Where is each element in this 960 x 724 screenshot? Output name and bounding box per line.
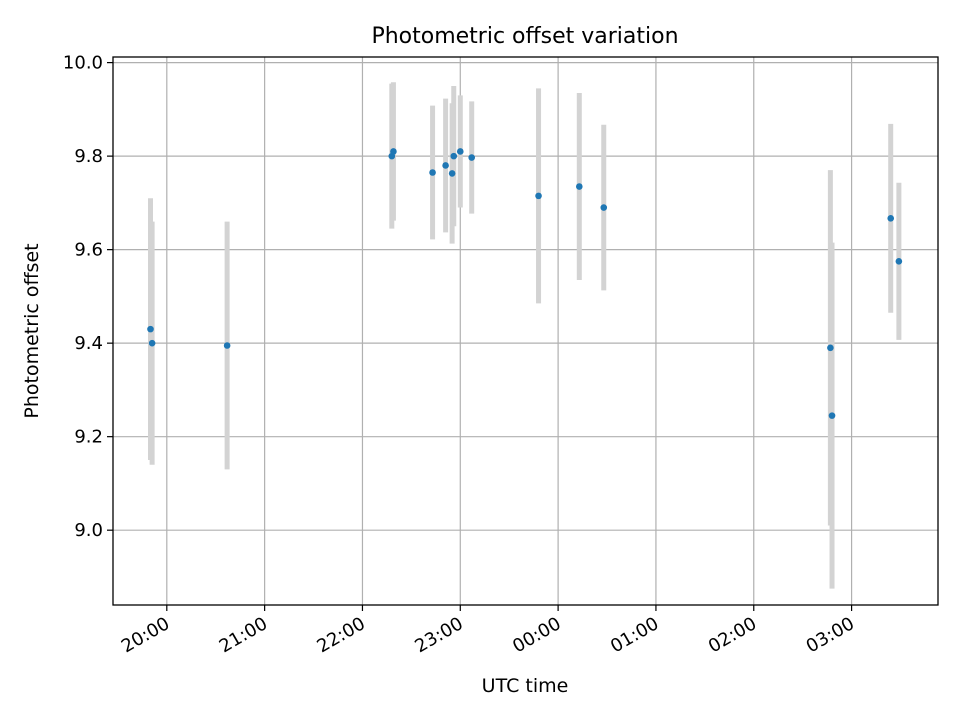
data-point [600, 204, 608, 211]
grid-lines [113, 57, 938, 605]
x-tick-label: 20:00 [118, 613, 173, 657]
y-axis-label: Photometric offset [21, 243, 43, 418]
x-tick-label: 01:00 [607, 613, 662, 657]
x-tick-label: 00:00 [509, 613, 564, 657]
data-point [887, 215, 895, 222]
data-point [390, 148, 397, 155]
data-point [827, 344, 834, 352]
data-point [828, 412, 836, 419]
data-point [450, 152, 458, 160]
data-point [576, 183, 583, 190]
data-point [468, 154, 475, 161]
x-tick-label: 23:00 [411, 613, 466, 657]
x-tick-label: 02:00 [705, 613, 760, 657]
data-point [895, 258, 903, 265]
data-point [223, 342, 231, 349]
data-point [535, 192, 542, 200]
y-tick-label: 10.0 [63, 53, 103, 74]
data-point [147, 325, 154, 333]
data-points [147, 148, 903, 419]
y-tick-label: 9.2 [74, 427, 103, 448]
x-axis-ticks: 20:00 21:00 22:00 23:00 00:00 01:00 02:00 03:00 [118, 605, 858, 657]
y-axis-ticks: 9.0 9.2 9.4 9.6 9.8 10.0 [63, 53, 113, 541]
y-tick-label: 9.6 [74, 240, 103, 261]
error-bars [148, 82, 902, 589]
x-tick-label: 03:00 [803, 613, 858, 657]
y-tick-label: 9.4 [74, 333, 103, 354]
data-point [456, 148, 464, 155]
data-point [429, 169, 436, 176]
y-tick-label: 9.8 [74, 146, 103, 167]
x-axis-label: UTC time [482, 675, 569, 697]
x-tick-label: 22:00 [314, 613, 369, 657]
x-tick-label: 21:00 [216, 613, 271, 657]
plot-area-frame [112, 56, 939, 606]
data-point [148, 339, 156, 347]
data-point [448, 170, 456, 177]
data-point [442, 162, 449, 169]
y-tick-label: 9.0 [74, 520, 103, 541]
chart-title: Photometric offset variation [371, 24, 678, 49]
